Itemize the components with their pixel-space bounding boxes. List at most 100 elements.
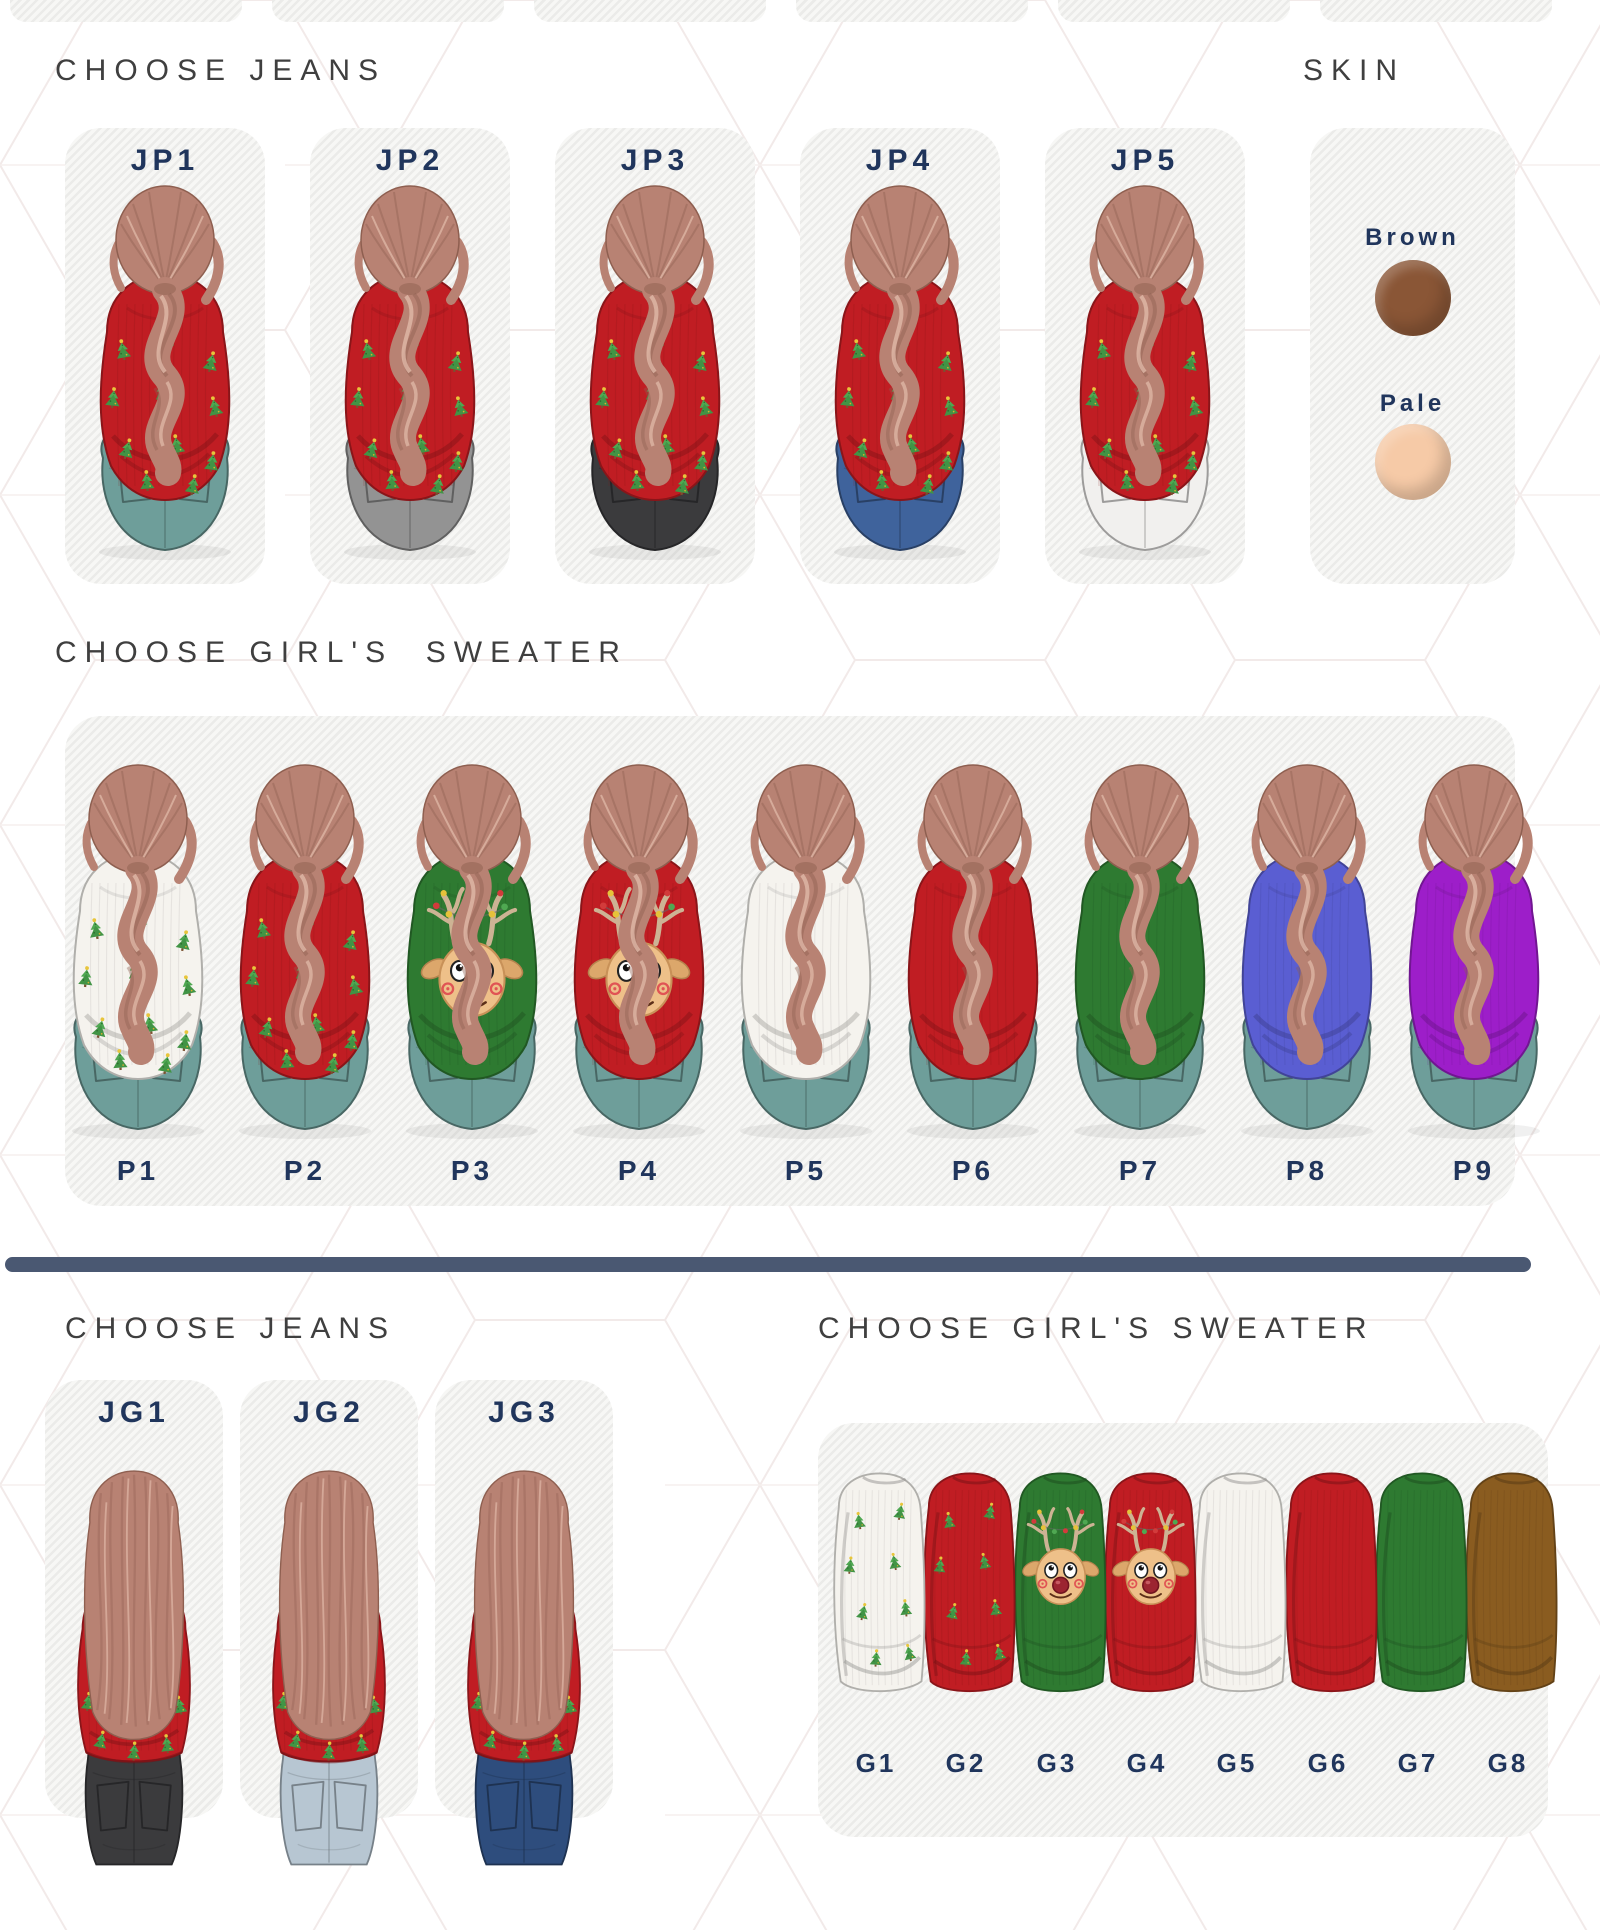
option-label: JG1: [98, 1396, 170, 1429]
section-title-skin: SKIN: [1303, 54, 1406, 87]
sweater: [1194, 1472, 1287, 1693]
jeans-option-jp3[interactable]: JP3: [555, 128, 755, 584]
christmas-tree-icon: [429, 474, 444, 496]
sweater-option-g4[interactable]: [1082, 1462, 1212, 1704]
christmas-tree-icon: [840, 387, 855, 409]
christmas-tree-icon: [699, 396, 714, 418]
jeans: [474, 1733, 574, 1866]
hair: [83, 1470, 185, 1741]
girl-back-seated-illustration: [344, 185, 476, 560]
christmas-tree-icon: [595, 387, 610, 409]
christmas-tree-icon: [177, 1030, 192, 1052]
girl-figure: [42, 1438, 226, 1870]
christmas-tree-icon: [258, 1017, 273, 1039]
sweater-option-g1[interactable]: [811, 1462, 941, 1704]
hair: [1418, 764, 1533, 1065]
girl-back-seated-illustration: [1079, 185, 1211, 560]
christmas-tree-icon: [91, 1017, 106, 1039]
christmas-tree-icon: [990, 1599, 1003, 1617]
christmas-tree-icon: [904, 1643, 917, 1662]
girl-back-seated-illustration: [99, 185, 231, 560]
sweater-option-g5[interactable]: [1172, 1462, 1302, 1704]
sweater-option-p8[interactable]: [1207, 735, 1407, 1145]
sweater-option-p7[interactable]: [1040, 735, 1240, 1145]
sweater: [1104, 1472, 1197, 1693]
jeans-option-jp4[interactable]: JP4: [800, 128, 1000, 584]
christmas-tree-icon: [182, 975, 197, 997]
girl-figure: [800, 156, 1000, 566]
christmas-tree-icon: [517, 1741, 531, 1761]
sweater: [1014, 1472, 1107, 1693]
hair: [82, 764, 197, 1065]
sweater-option-p9[interactable]: [1374, 735, 1574, 1145]
christmas-tree-icon: [324, 1053, 339, 1075]
option-label: G7: [1397, 1748, 1439, 1778]
girl-figure: [310, 156, 510, 566]
skin-swatch-pale[interactable]: [1374, 424, 1451, 500]
sweater-option-g2[interactable]: [901, 1462, 1031, 1704]
christmas-tree-icon: [280, 1049, 295, 1071]
sweater-illustration: [1104, 1472, 1197, 1693]
christmas-tree-icon: [105, 387, 120, 409]
sweater-illustration: [923, 1472, 1016, 1693]
sweater-option-p1[interactable]: [38, 735, 238, 1145]
christmas-tree-icon: [161, 1734, 175, 1754]
sweater-option-g3[interactable]: [992, 1462, 1122, 1704]
jeans-option-jp1[interactable]: JP1: [65, 128, 265, 584]
option-label: P6: [951, 1155, 995, 1186]
jeans-option-jg2[interactable]: JG2: [240, 1380, 418, 1866]
reindeer-icon: [1022, 1507, 1100, 1606]
hair: [599, 185, 714, 486]
girl-back-standing-illustration: [77, 1470, 191, 1866]
cropped-card-edge: [10, 0, 242, 22]
christmas-tree-icon: [363, 438, 378, 460]
christmas-tree-icon: [551, 1734, 565, 1754]
girl-back-seated-illustration: [239, 764, 371, 1139]
sweater-illustration: [833, 1472, 926, 1693]
jeans: [279, 1733, 379, 1866]
sweater-option-g6[interactable]: [1263, 1462, 1393, 1704]
christmas-tree-icon: [1085, 387, 1100, 409]
skin-swatch-brown[interactable]: [1374, 260, 1451, 336]
hair: [416, 764, 531, 1065]
christmas-tree-icon: [1097, 339, 1112, 361]
christmas-tree-icon: [889, 1552, 902, 1571]
jeans-option-jg1[interactable]: JG1: [45, 1380, 223, 1866]
christmas-tree-icon: [983, 1502, 996, 1520]
sweater-option-p2[interactable]: [205, 735, 405, 1145]
christmas-tree-icon: [174, 1695, 188, 1715]
jeans-option-jp5[interactable]: JP5: [1045, 128, 1245, 584]
sweater-option-g8[interactable]: [1443, 1462, 1573, 1704]
sweater-option-p3[interactable]: [372, 735, 572, 1145]
christmas-tree-icon: [946, 1603, 958, 1621]
christmas-tree-icon: [204, 451, 219, 473]
girl-back-standing-illustration: [467, 1470, 581, 1866]
hair: [844, 185, 959, 486]
section-title-choose-girls-sweater-seated: CHOOSE GIRL'S SWEATER: [55, 636, 628, 669]
girl-back-seated-illustration: [834, 185, 966, 560]
hair: [473, 1470, 575, 1741]
jeans-option-jp2[interactable]: JP2: [310, 128, 510, 584]
christmas-tree-icon: [90, 918, 105, 940]
sweater-option-g7[interactable]: [1353, 1462, 1483, 1704]
christmas-tree-icon: [564, 1695, 578, 1715]
option-label: G4: [1126, 1748, 1168, 1778]
christmas-tree-icon: [919, 474, 934, 496]
christmas-tree-icon: [127, 1741, 141, 1761]
christmas-tree-icon: [608, 438, 623, 460]
section-title-choose-jeans-bottom: CHOOSE JEANS: [65, 1312, 397, 1345]
sweater-option-p5[interactable]: [706, 735, 906, 1145]
girl-back-seated-illustration: [406, 764, 538, 1139]
girl-back-seated-illustration: [740, 764, 872, 1139]
christmas-tree-icon: [157, 1053, 172, 1075]
girl-back-seated-illustration: [1241, 764, 1373, 1139]
jeans-option-jg3[interactable]: JG3: [435, 1380, 613, 1866]
girl-back-seated-illustration: [1074, 764, 1206, 1139]
hair: [1251, 764, 1366, 1065]
sweater-option-p4[interactable]: [539, 735, 739, 1145]
christmas-tree-icon: [853, 438, 868, 460]
sweater-option-p6[interactable]: [873, 735, 1073, 1145]
christmas-tree-icon: [852, 339, 867, 361]
option-label: P2: [283, 1155, 327, 1186]
girl-back-seated-illustration: [907, 764, 1039, 1139]
